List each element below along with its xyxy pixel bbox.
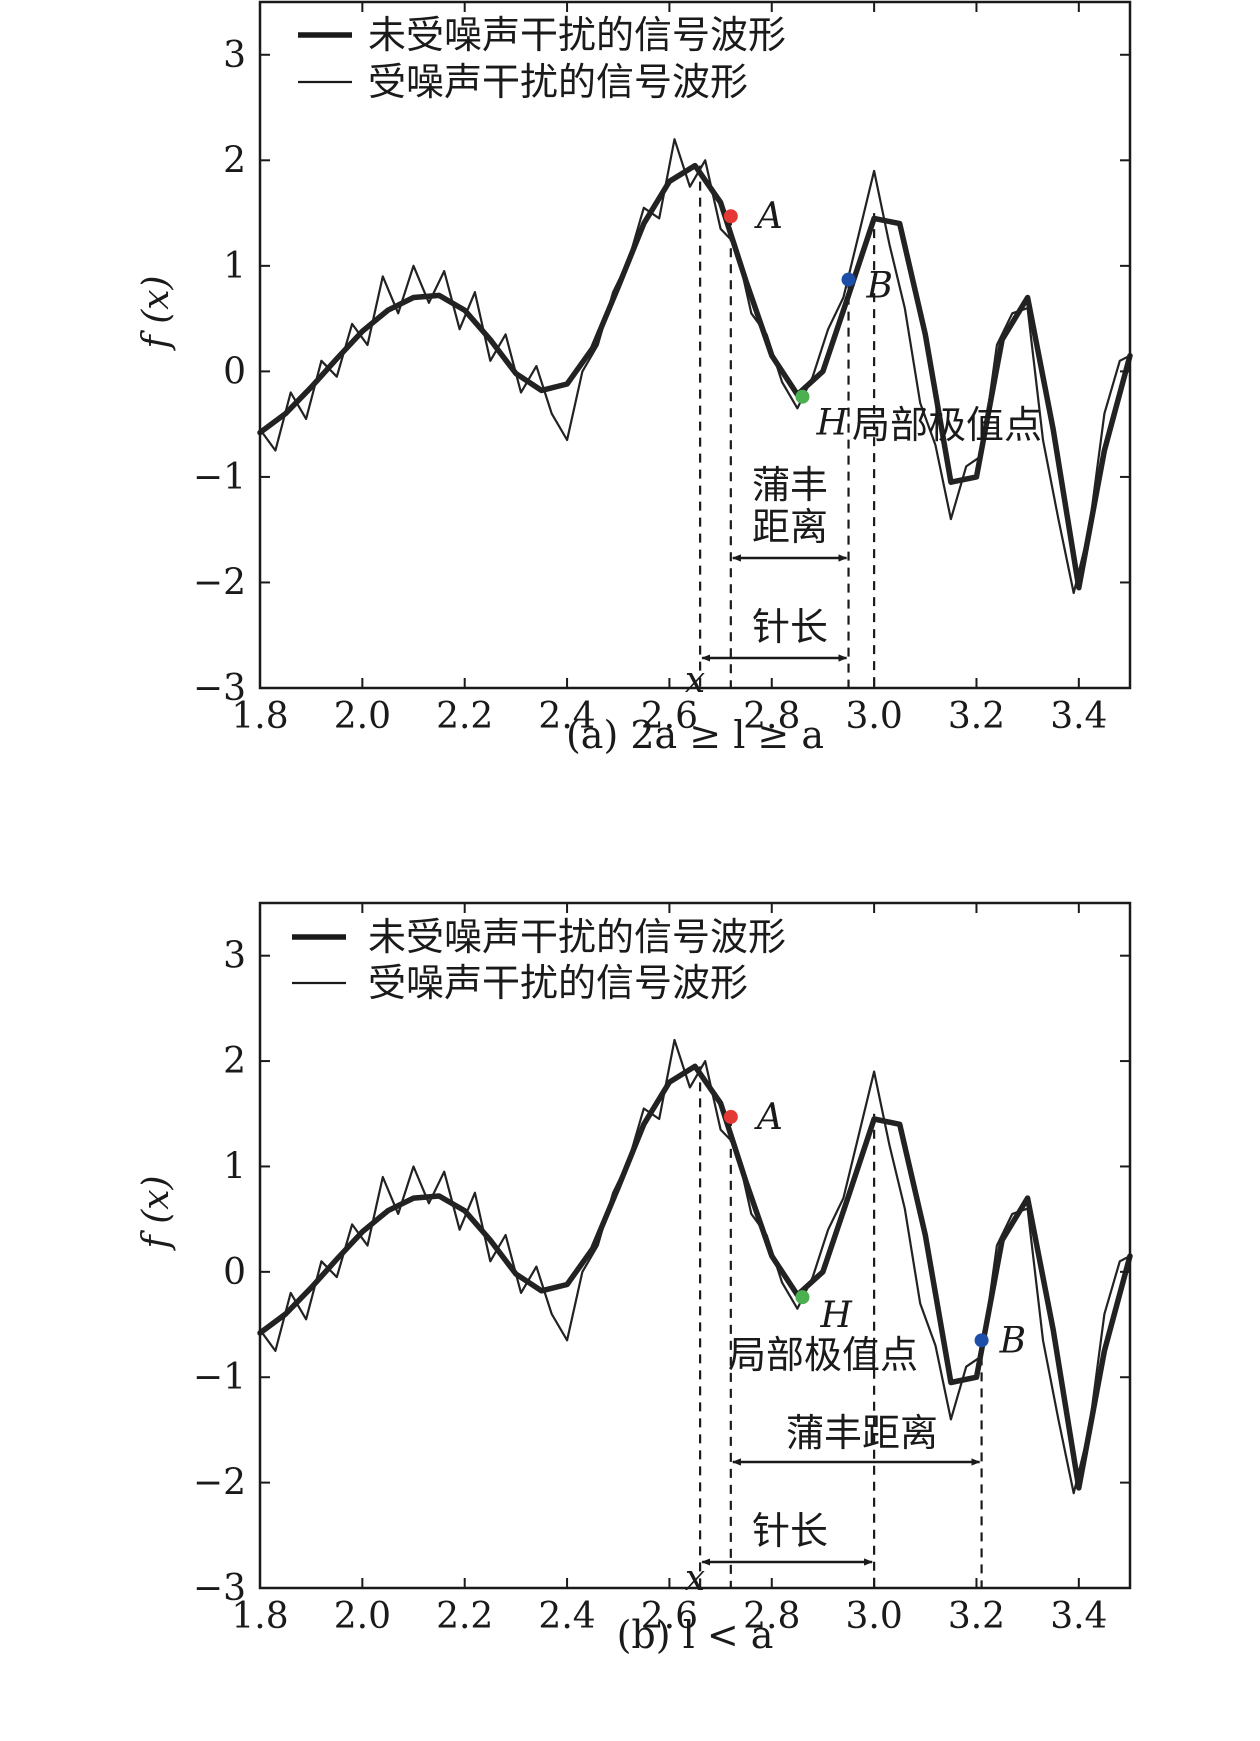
local-extreme-label: 局部极值点	[852, 403, 1042, 447]
x-tick-label: 3.0	[845, 696, 902, 737]
point-B	[841, 272, 856, 287]
buffon-distance-label-line1: 蒲丰	[752, 463, 828, 507]
marked-points: A B H	[723, 196, 893, 444]
y-axis-ticks: −3 −2 −1 0 1 2 3	[193, 936, 1130, 1609]
x-tick-label: 3.4	[1050, 1596, 1107, 1637]
x-axis-label: x	[685, 1558, 705, 1599]
series-noisy-signal	[258, 138, 1132, 595]
x-tick-label: 2.4	[538, 1596, 595, 1637]
x-tick-label: 2.0	[334, 1596, 391, 1637]
local-extreme-label: 局部极值点	[728, 1333, 918, 1377]
y-tick-label: 3	[223, 35, 246, 76]
x-tick-label: 3.2	[948, 696, 1005, 737]
x-tick-label: 2.8	[743, 696, 800, 737]
legend-label-noisy: 受噪声干扰的信号波形	[368, 961, 748, 1005]
y-tick-label: −3	[193, 668, 246, 709]
buffon-distance-label-line2: 距离	[752, 505, 828, 549]
x-tick-label: 2.2	[436, 696, 493, 737]
plot-frame	[258, 901, 1132, 1590]
point-label-A: A	[754, 1097, 783, 1138]
series-clean-signal	[257, 1063, 1133, 1491]
x-axis-label: x	[685, 660, 705, 701]
y-tick-label: −2	[193, 1463, 246, 1504]
point-label-H: H	[815, 403, 848, 444]
series-layer	[257, 1038, 1133, 1495]
x-tick-label: 3.4	[1050, 696, 1107, 737]
y-axis-ticks: −3 −2 −1 0 1 2 3	[193, 35, 1130, 709]
dashed-guide-lines	[699, 165, 876, 688]
x-axis-ticks: 1.8 2.0 2.2 2.4 2.6 2.8 3.0 3.2 3.4	[231, 2, 1107, 737]
needle-length-label: 针长	[752, 1509, 828, 1553]
panel-a-caption: (a) 2a ≥ l ≥ a	[566, 713, 824, 757]
point-H	[795, 1290, 810, 1305]
y-tick-label: −2	[193, 562, 246, 603]
y-tick-label: 1	[223, 1146, 246, 1187]
point-label-A: A	[754, 196, 783, 237]
series-noisy-signal	[258, 1038, 1132, 1495]
x-tick-label: 1.8	[231, 1596, 288, 1637]
x-tick-label: 3.2	[948, 1596, 1005, 1637]
y-tick-label: −1	[193, 457, 246, 498]
point-H	[795, 389, 810, 404]
x-axis-ticks: 1.8 2.0 2.2 2.4 2.6 2.8 3.0 3.2 3.4	[231, 903, 1107, 1637]
point-label-H: H	[819, 1295, 852, 1336]
point-label-B: B	[999, 1320, 1026, 1361]
point-B	[974, 1333, 989, 1348]
series-layer	[257, 138, 1133, 595]
legend-label-clean: 未受噪声干扰的信号波形	[368, 13, 786, 57]
x-tick-label: 1.8	[231, 696, 288, 737]
needle-length-label: 针长	[752, 605, 828, 649]
y-tick-label: −3	[193, 1568, 246, 1609]
legend: 未受噪声干扰的信号波形 受噪声干扰的信号波形	[292, 915, 786, 1005]
y-tick-label: 1	[223, 246, 246, 287]
y-tick-label: 2	[223, 140, 246, 181]
y-tick-label: 0	[223, 1252, 246, 1293]
panel-b-caption: (b) l < a	[617, 1613, 774, 1657]
y-axis-label: f (x)	[136, 1175, 177, 1251]
x-tick-label: 2.8	[743, 1596, 800, 1637]
y-tick-label: −1	[193, 1357, 246, 1398]
y-axis-label: f (x)	[136, 275, 177, 351]
point-label-B: B	[866, 266, 893, 307]
legend-label-noisy: 受噪声干扰的信号波形	[368, 60, 748, 104]
chart-panel-b: ABH 1.8 2.0 2.2 2.4 2.6 2.8 3.0 3.2 3.4 −3−2−101…	[136, 901, 1133, 1657]
point-A	[723, 209, 738, 224]
x-tick-label: 3.0	[845, 1596, 902, 1637]
buffon-distance-label: 蒲丰距离	[786, 1411, 938, 1455]
x-tick-label: 2.2	[436, 1596, 493, 1637]
y-tick-label: 2	[223, 1041, 246, 1082]
y-tick-label: 0	[223, 351, 246, 392]
x-tick-label: 2.6	[641, 1596, 698, 1637]
plot-frame	[258, 0, 1132, 690]
dashed-guide-lines	[699, 1066, 983, 1588]
x-tick-label: 2.0	[334, 696, 391, 737]
legend-label-clean: 未受噪声干扰的信号波形	[368, 915, 786, 959]
y-tick-label: 3	[223, 936, 246, 977]
point-A	[723, 1109, 738, 1124]
legend: 未受噪声干扰的信号波形 受噪声干扰的信号波形	[298, 13, 786, 104]
chart-panel-a: ABH 1.8 2.0 2.2 2.4 2.6 2.8 3.0 3.2 3.4 −3−2−101…	[136, 0, 1133, 757]
x-tick-label: 2.6	[641, 696, 698, 737]
series-clean-signal	[257, 162, 1133, 591]
x-tick-label: 2.4	[538, 696, 595, 737]
marked-points: A B H	[723, 1097, 1026, 1361]
